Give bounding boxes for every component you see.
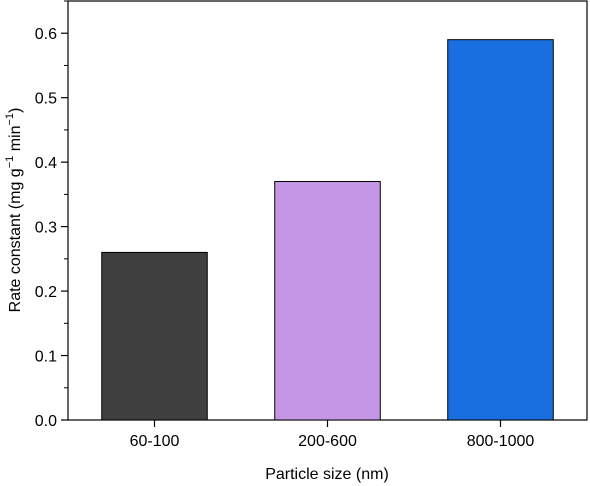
bars-group xyxy=(101,39,554,421)
x-tick-label: 800-1000 xyxy=(467,433,535,450)
y-axis-title-prefix: Rate constant (mg g xyxy=(7,168,24,312)
y-tick-label: 0.1 xyxy=(35,349,57,366)
y-axis-ticks: 0.0 0.1 0.2 0.3 0.4 0.5 0.6 xyxy=(35,0,68,430)
y-axis-title-suffix: ) xyxy=(7,108,24,113)
y-tick-label: 0.5 xyxy=(35,91,57,108)
x-axis-title: Particle size (nm) xyxy=(265,466,389,483)
y-tick-label: 0.4 xyxy=(35,155,57,172)
y-axis-title-sup2: −1 xyxy=(4,113,16,126)
y-tick-label: 0.2 xyxy=(35,284,57,301)
x-tick-label: 200-600 xyxy=(298,433,357,450)
bar-200-600 xyxy=(274,180,381,421)
bar-60-100 xyxy=(101,251,208,421)
y-axis-title-sup1: −1 xyxy=(4,156,16,169)
x-tick-label: 60-100 xyxy=(130,433,180,450)
y-tick-label: 0.6 xyxy=(35,26,57,43)
y-tick-label: 0.3 xyxy=(35,220,57,237)
y-tick-label: 0.0 xyxy=(35,413,57,430)
y-axis-title-middle: min xyxy=(7,126,24,156)
x-axis-ticks: 60-100 200-600 800-1000 xyxy=(130,420,535,450)
y-axis-title: Rate constant (mg g−1 min−1) xyxy=(4,108,24,313)
bar-800-1000 xyxy=(447,39,554,421)
